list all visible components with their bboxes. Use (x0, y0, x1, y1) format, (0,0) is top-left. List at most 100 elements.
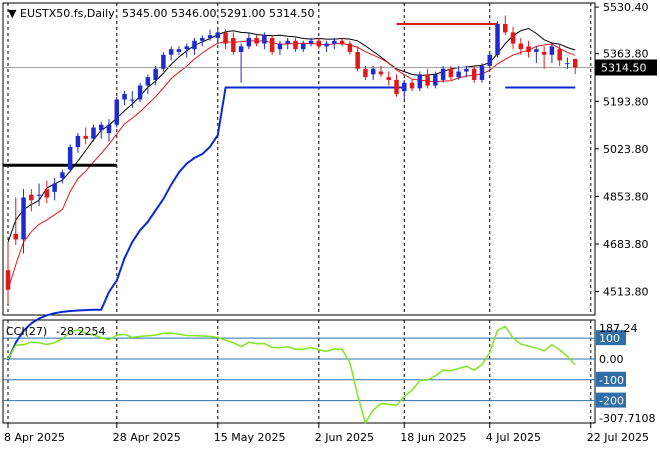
candle-body (285, 40, 290, 44)
candle-body (503, 23, 508, 33)
candle-body (487, 54, 492, 66)
candle-body (495, 23, 500, 55)
candle-body (510, 32, 516, 44)
candle-body (215, 32, 221, 38)
candle-body (5, 270, 11, 290)
cci-level-box (596, 371, 626, 387)
trailing-stop-line (7, 86, 576, 361)
cci-min-label: -307.7108 (599, 412, 655, 425)
candle-body (207, 35, 213, 38)
candle-body (168, 49, 174, 55)
y-tick-label: 4513.80 (603, 286, 649, 299)
candle-body (526, 46, 531, 52)
axes: 8 Apr 2025 28 Apr 2025 15 May 2025 2 Jun 20… (4, 1, 657, 444)
cci-level-label: -200 (599, 395, 624, 408)
x-tick-label: 4 Jul 2025 (486, 431, 541, 444)
y-tick-label: 5023.80 (603, 143, 649, 156)
cci-level-label: 0.00 (599, 353, 624, 366)
candle-body (386, 77, 391, 80)
x-tick-label: 28 Apr 2025 (113, 431, 181, 444)
candle-body (549, 46, 555, 55)
symbol-arrow-icon: ▼ (8, 7, 17, 20)
candle-body (332, 40, 337, 44)
cci-plot (3, 325, 595, 425)
candle-body (557, 49, 562, 61)
cci-label: CCI(27) (6, 325, 47, 338)
candle-body (83, 135, 88, 139)
x-tick-label: 22 Jul 2025 (587, 431, 649, 444)
candle-body (106, 124, 112, 134)
candle-body (176, 49, 182, 52)
candle-body (231, 37, 236, 52)
candle-body (246, 37, 252, 47)
last-price-label: 5314.50 (601, 61, 647, 74)
candle-body (409, 82, 415, 89)
candle-body (301, 43, 306, 50)
candle-body (363, 68, 368, 78)
candle-body (425, 74, 430, 86)
candle-body (137, 85, 143, 100)
x-tick-label: 15 May 2025 (214, 431, 286, 444)
candle-body (114, 99, 120, 125)
candle-body (456, 71, 461, 78)
candle-body (200, 37, 205, 41)
candle-body (29, 194, 34, 201)
candle-body (541, 51, 547, 55)
cci-level-box (596, 330, 626, 346)
y-tick-label: 5363.80 (603, 48, 649, 61)
candle-body (471, 68, 477, 80)
cci-line (7, 325, 576, 425)
candle-body (370, 68, 376, 75)
candle-body (277, 43, 283, 50)
cci-value: -28.2254 (56, 325, 105, 338)
candle-body (238, 46, 244, 52)
y-tick-label: 4683.80 (603, 238, 649, 251)
candles (5, 15, 578, 304)
candle-body (479, 65, 485, 80)
candle-body (293, 40, 298, 50)
cci-level-box (596, 392, 626, 408)
candle-body (36, 194, 42, 196)
candle-body (269, 37, 275, 52)
candle-body (223, 32, 228, 44)
y-tick-label: 4853.80 (603, 190, 649, 203)
candle-body (572, 58, 578, 68)
candle-body (347, 43, 353, 52)
candle-body (417, 74, 423, 89)
y-tick-label: 5193.80 (603, 95, 649, 108)
candle-body (21, 197, 26, 240)
x-tick-label: 2 Jun 2025 (315, 431, 374, 444)
last-price-box (595, 59, 657, 76)
ohlc-header: 5345.00 5346.00 5291.00 5314.50 (122, 7, 314, 20)
candle-body (184, 46, 189, 50)
candle-body (534, 49, 539, 52)
candle-body (254, 37, 259, 44)
cci-max-label: 187.24 (599, 322, 638, 335)
candle-body (52, 183, 57, 192)
candle-body (440, 68, 446, 80)
price-panel (2, 2, 596, 316)
candle-body (262, 35, 267, 44)
candle-body (60, 172, 65, 178)
candle-body (153, 68, 158, 80)
chart-title: EUSTX50.fs,Daily (20, 7, 115, 20)
candle-body (91, 127, 96, 139)
candle-body (67, 147, 73, 170)
candle-body (378, 71, 384, 75)
candle-body (324, 43, 329, 47)
candle-body (339, 40, 345, 44)
candle-body (75, 135, 81, 148)
candle-body (122, 93, 127, 100)
candle-body (145, 77, 151, 86)
grid (7, 3, 592, 423)
cci-level-label: -100 (599, 374, 624, 387)
candle-body (192, 40, 197, 50)
candle-body (518, 43, 524, 50)
candle-body (98, 124, 104, 131)
candle-body (402, 82, 407, 92)
candle-body (161, 54, 166, 69)
x-tick-label: 8 Apr 2025 (4, 431, 65, 444)
candle-body (394, 79, 399, 94)
